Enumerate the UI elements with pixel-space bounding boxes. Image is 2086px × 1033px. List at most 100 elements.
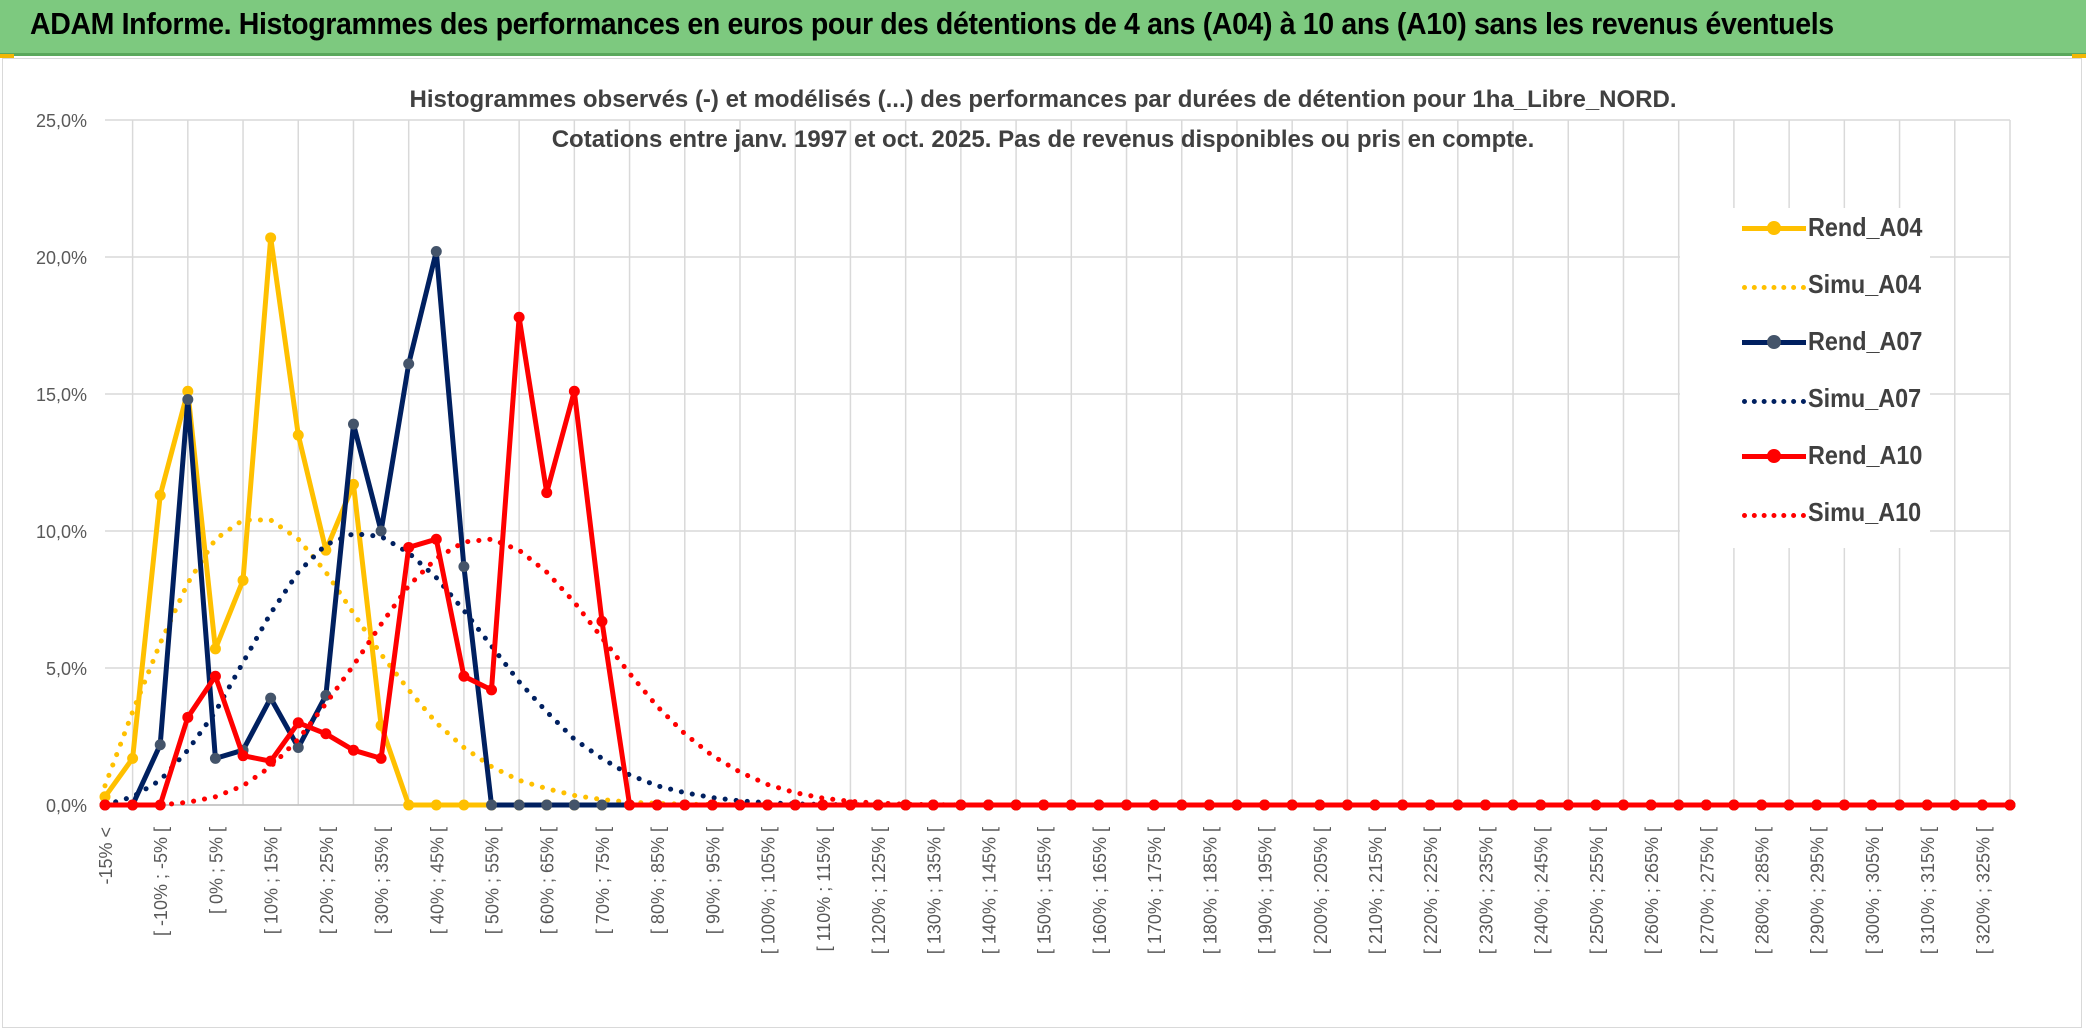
y-tick-label: 25,0% xyxy=(36,111,87,131)
legend-item: Simu_A10 xyxy=(1680,493,1930,533)
x-tick-label: [ 30% ; 35% [ xyxy=(372,827,392,934)
chart-title: Histogrammes observés (-) et modélisés (… xyxy=(409,86,1677,113)
y-tick-label: 0,0% xyxy=(46,796,87,816)
data-point xyxy=(706,799,718,811)
chart-frame xyxy=(2,58,2082,1028)
data-point xyxy=(789,799,801,811)
x-tick-label: [ 180% ; 185% [ xyxy=(1200,827,1220,954)
data-point xyxy=(265,692,277,704)
x-tick-label: [ 140% ; 145% [ xyxy=(979,827,999,954)
y-tick-label: 20,0% xyxy=(36,248,87,268)
legend-label: Simu_A10 xyxy=(1808,497,1922,527)
x-tick-label: [ 130% ; 135% [ xyxy=(924,827,944,954)
legend-swatch xyxy=(1742,513,1806,518)
data-point xyxy=(651,799,663,811)
x-tick-label: [ 320% ; 325% [ xyxy=(1973,827,1993,954)
chart-legend: Rend_A04 Simu_A04 Rend_A07 Simu_A07 Rend_A10… xyxy=(1680,208,1930,548)
legend-item: Simu_A07 xyxy=(1680,379,1930,419)
data-point xyxy=(817,799,829,811)
series-line xyxy=(102,536,2013,808)
data-point xyxy=(320,728,332,740)
series-line xyxy=(102,314,2013,808)
x-tick-label: [ 190% ; 195% [ xyxy=(1256,827,1276,954)
corner-mark-left xyxy=(0,54,14,58)
y-tick-label: 5,0% xyxy=(46,659,87,679)
data-point xyxy=(237,750,249,762)
legend-label: Rend_A04 xyxy=(1808,212,1923,242)
data-point xyxy=(513,311,525,323)
data-point xyxy=(292,429,304,441)
x-tick-label: [ 200% ; 205% [ xyxy=(1311,827,1331,954)
data-point xyxy=(154,489,166,501)
data-point xyxy=(237,574,249,586)
x-tick-label: [ 110% ; 115% [ xyxy=(814,827,834,951)
data-point xyxy=(596,615,608,627)
x-tick-label: [ -10% ; -5% [ xyxy=(151,827,171,936)
x-tick-label: [ 210% ; 215% [ xyxy=(1366,827,1386,954)
x-tick-label: [ 230% ; 235% [ xyxy=(1476,827,1496,954)
legend-marker xyxy=(1767,449,1781,463)
x-tick-label: [ 40% ; 45% [ xyxy=(427,827,447,934)
x-tick-label: [ 100% ; 105% [ xyxy=(759,827,779,954)
chart-subtitle: Cotations entre janv. 1997 et oct. 2025.… xyxy=(551,126,1535,153)
x-tick-label: [ 20% ; 25% [ xyxy=(317,827,337,934)
legend-label: Simu_A04 xyxy=(1808,269,1922,299)
data-point xyxy=(430,246,442,258)
corner-mark-right xyxy=(2072,54,2086,58)
report-title: ADAM Informe. Histogrammes des performan… xyxy=(30,6,1834,41)
x-tick-label: [ 260% ; 265% [ xyxy=(1642,827,1662,954)
x-tick-label: [ 290% ; 295% [ xyxy=(1808,827,1828,954)
x-tick-label: [ 160% ; 165% [ xyxy=(1090,827,1110,954)
legend-swatch xyxy=(1742,285,1806,290)
data-point xyxy=(347,418,359,430)
data-point xyxy=(127,752,139,764)
data-point xyxy=(292,741,304,753)
series-simu-a04 xyxy=(102,517,2013,808)
x-tick-label: [ 80% ; 85% [ xyxy=(648,827,668,934)
data-point xyxy=(209,670,221,682)
legend-label: Simu_A07 xyxy=(1808,383,1922,413)
data-point xyxy=(734,799,746,811)
data-point xyxy=(624,799,636,811)
x-tick-label: [ 250% ; 255% [ xyxy=(1587,827,1607,954)
data-point xyxy=(209,643,221,655)
legend-label: Rend_A07 xyxy=(1808,326,1923,356)
legend-item: Simu_A04 xyxy=(1680,265,1930,305)
x-tick-label: [ 170% ; 175% [ xyxy=(1145,827,1165,954)
legend-item: Rend_A04 xyxy=(1680,208,1930,248)
data-point xyxy=(486,684,498,696)
data-point xyxy=(265,232,277,244)
data-point xyxy=(182,711,194,723)
data-point xyxy=(458,799,470,811)
x-tick-label: [ 300% ; 305% [ xyxy=(1863,827,1883,954)
x-tick-label: [ 70% ; 75% [ xyxy=(593,827,613,934)
legend-swatch xyxy=(1742,399,1806,404)
report-banner: ADAM Informe. Histogrammes des performan… xyxy=(0,0,2086,56)
y-tick-label: 10,0% xyxy=(36,522,87,542)
data-point xyxy=(403,541,415,553)
legend-label: Rend_A10 xyxy=(1808,440,1923,470)
x-tick-label: [ 10% ; 15% [ xyxy=(262,827,282,934)
data-point xyxy=(541,487,553,499)
x-tick-label: [ 150% ; 155% [ xyxy=(1035,827,1055,954)
data-point xyxy=(458,670,470,682)
data-point xyxy=(430,533,442,545)
series-simu-a10 xyxy=(102,536,2013,808)
data-point xyxy=(154,739,166,751)
data-point xyxy=(347,744,359,756)
data-point xyxy=(375,752,387,764)
data-point xyxy=(513,799,525,811)
x-tick-label: [ 120% ; 125% [ xyxy=(869,827,889,954)
x-tick-label: [ 240% ; 245% [ xyxy=(1532,827,1552,954)
data-point xyxy=(209,752,221,764)
data-point xyxy=(568,799,580,811)
x-tick-label: [ 0% ; 5% [ xyxy=(206,827,226,914)
legend-item: Rend_A10 xyxy=(1680,436,1930,476)
data-point xyxy=(430,799,442,811)
x-tick-label: [ 60% ; 65% [ xyxy=(538,827,558,934)
series-line xyxy=(102,517,2013,808)
legend-marker xyxy=(1767,221,1781,235)
data-point xyxy=(403,799,415,811)
data-point xyxy=(541,799,553,811)
x-tick-label: [ 270% ; 275% [ xyxy=(1697,827,1717,954)
